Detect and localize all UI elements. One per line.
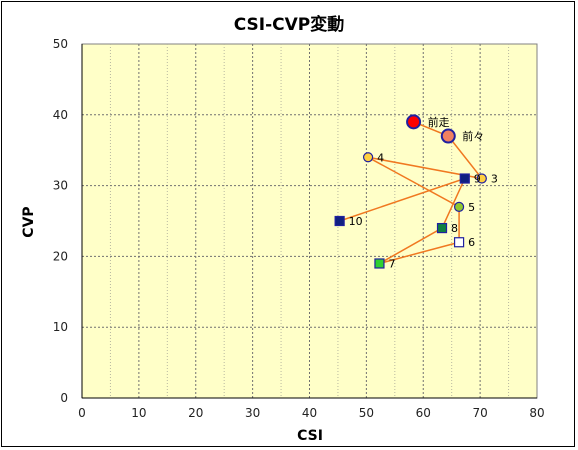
x-tick-label: 50 [359,406,374,420]
point-label: 5 [468,201,475,214]
x-axis-label: CSI [297,428,323,444]
data-point [453,201,465,212]
data-point [440,128,456,144]
point-label: 前走 [428,115,450,129]
y-tick-label: 0 [60,391,68,405]
point-label: 9 [474,173,481,186]
x-tick-label: 80 [529,406,544,420]
point-label: 6 [468,236,475,249]
x-tick-label: 10 [131,406,146,420]
point-label: 7 [388,257,395,270]
y-tick-label: 40 [53,108,68,122]
y-tick-label: 20 [53,249,68,263]
x-tick-label: 60 [416,406,431,420]
point-label: 8 [451,222,458,235]
trajectory-line [339,121,484,265]
data-point [406,114,422,130]
x-tick-label: 20 [188,406,203,420]
x-tick-label: 70 [472,406,487,420]
y-tick-label: 50 [53,37,68,51]
chart-title: CSI-CVP変動 [234,14,345,35]
data-point [453,237,465,248]
x-tick-label: 0 [78,406,86,420]
point-label: 4 [377,151,384,164]
x-tick-label: 40 [302,406,317,420]
y-axis-label: CVP [21,206,37,237]
point-label: 3 [491,173,498,186]
point-label: 前々 [462,129,484,143]
point-label: 10 [349,215,363,228]
x-tick-label: 30 [245,406,260,420]
y-tick-label: 30 [53,179,68,193]
data-point [374,258,385,269]
y-tick-label: 10 [53,320,68,334]
data-point [362,152,374,163]
data-point [476,173,487,184]
data-point [459,173,470,184]
data-point [334,215,345,227]
data-point [436,222,448,234]
